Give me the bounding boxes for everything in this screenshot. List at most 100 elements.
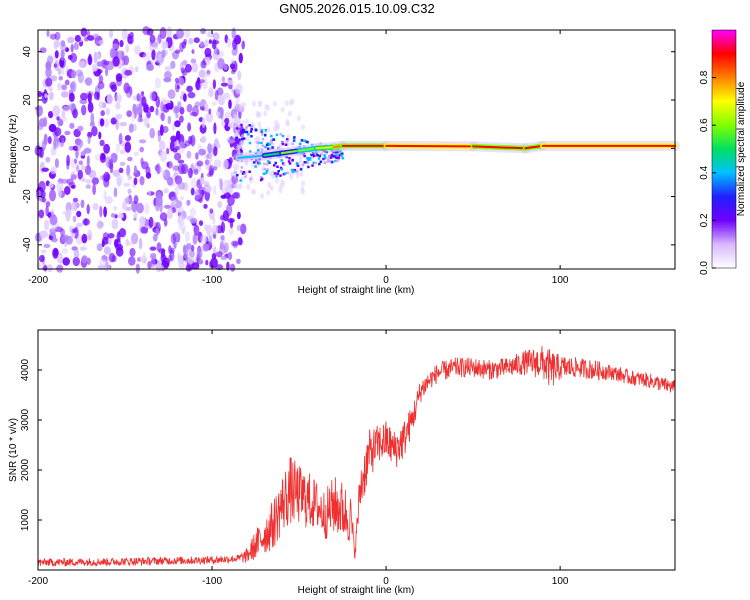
- heatmap-noise-cell: [187, 256, 194, 264]
- heatmap-noise-cell: [227, 179, 232, 189]
- heatmap-turbulent-cell: [311, 164, 314, 167]
- heatmap-noise-cell: [48, 123, 57, 133]
- heatmap-noise-cell: [211, 253, 217, 260]
- heatmap-noise-cell: [227, 251, 233, 261]
- heatmap-noise-cell: [80, 199, 85, 209]
- heatmap-halo-cell: [257, 111, 262, 118]
- heatmap-turbulent-cell: [276, 172, 279, 176]
- heatmap-noise-cell: [216, 87, 224, 96]
- heatmap-noise-cell: [175, 49, 181, 54]
- heatmap-halo-cell: [280, 181, 285, 188]
- heatmap-noise-cell: [162, 170, 166, 177]
- heatmap-noise-cell: [236, 224, 242, 231]
- heatmap-turbulent-cell: [292, 137, 296, 141]
- heatmap-noise-cell: [222, 210, 229, 222]
- heatmap-turbulent-cell: [277, 169, 280, 173]
- heatmap-halo-cell: [299, 170, 304, 177]
- heatmap-noise-cell: [143, 116, 149, 127]
- heatmap-turbulent-cell: [254, 128, 258, 131]
- heatmap-noise-cell: [228, 99, 232, 109]
- heatmap-halo-cell: [275, 177, 280, 184]
- heatmap-noise-cell: [186, 85, 194, 93]
- heatmap-noise-cell: [67, 54, 73, 60]
- heatmap-turbulent-cell: [261, 138, 265, 141]
- snr-x-tick-label: 100: [552, 576, 569, 587]
- heatmap-noise-cell: [111, 43, 119, 50]
- heatmap-noise-cell: [167, 115, 172, 125]
- heatmap-turbulent-cell: [328, 159, 332, 163]
- heatmap-noise-cell: [68, 181, 76, 188]
- heatmap-noise-cell: [60, 43, 67, 52]
- heatmap-noise-cell: [188, 37, 194, 45]
- heatmap-turbulent-cell: [239, 170, 243, 173]
- heatmap-noise-cell: [142, 252, 147, 262]
- heatmap-noise-cell: [36, 261, 42, 269]
- heatmap-noise-cell: [84, 165, 92, 176]
- heatmap-turbulent-cell: [244, 175, 247, 178]
- heatmap-noise-cell: [124, 135, 131, 142]
- heatmap-noise-cell: [200, 177, 204, 186]
- heatmap-turbulent-cell: [270, 141, 273, 144]
- heatmap-noise-cell: [212, 216, 216, 225]
- heatmap-turbulent-cell: [254, 165, 257, 168]
- heatmap-turbulent-cell: [240, 166, 244, 169]
- heatmap-noise-cell: [92, 183, 96, 196]
- heatmap-noise-cell: [37, 124, 44, 131]
- heatmap-noise-cell: [198, 148, 207, 156]
- heatmap-noise-cell: [111, 84, 117, 93]
- heatmap-noise-cell: [119, 122, 128, 127]
- heatmap-noise-cell: [224, 117, 230, 125]
- heatmap-noise-cell: [70, 184, 76, 189]
- heatmap-noise-cell: [211, 101, 218, 106]
- heatmap-halo-cell: [284, 100, 289, 107]
- heatmap-turbulent-cell: [341, 156, 344, 160]
- heatmap-turbulent-cell: [242, 170, 246, 174]
- heatmap-halo-cell: [236, 117, 241, 124]
- heatmap-noise-cell: [54, 59, 60, 72]
- heatmap-turbulent-cell: [263, 167, 266, 171]
- heatmap-halo-cell: [296, 115, 301, 122]
- heatmap-halo-cell: [255, 144, 260, 151]
- heatmap-noise-cell: [86, 229, 93, 241]
- heatmap-noise-cell: [194, 101, 201, 108]
- heatmap-noise-cell: [92, 65, 98, 72]
- heatmap-halo-cell: [272, 100, 277, 107]
- heatmap-noise-cell: [220, 82, 229, 87]
- heatmap-noise-cell: [131, 111, 135, 123]
- heatmap-noise-cell: [54, 140, 59, 149]
- snr-marks: [37, 345, 676, 568]
- heatmap-noise-cell: [177, 163, 186, 175]
- heatmap-turbulent-cell: [323, 154, 326, 157]
- heatmap-noise-cell: [167, 89, 176, 99]
- heatmap-turbulent-cell: [265, 143, 269, 146]
- heatmap-noise-cell: [134, 66, 139, 73]
- heatmap-noise-cell: [48, 235, 53, 240]
- heatmap-noise-cell: [223, 92, 230, 100]
- heatmap-noise-cell: [91, 126, 98, 137]
- heatmap-noise-cell: [178, 181, 185, 190]
- heatmap-halo-cell: [295, 172, 300, 179]
- heatmap-y-tick-label: 0: [22, 145, 33, 151]
- heatmap-halo-cell: [251, 188, 256, 195]
- heatmap-noise-cell: [213, 185, 217, 196]
- heatmap-noise-cell: [47, 136, 52, 145]
- heatmap-halo-cell: [266, 189, 271, 196]
- heatmap-noise-cell: [112, 56, 120, 67]
- heatmap-noise-cell: [54, 158, 60, 169]
- heatmap-noise-cell: [115, 92, 122, 104]
- heatmap-noise-cell: [108, 252, 116, 263]
- heatmap-halo-cell: [234, 183, 238, 190]
- heatmap-noise-cell: [172, 165, 180, 172]
- heatmap-noise-cell: [43, 264, 48, 272]
- heatmap-noise-cell: [139, 146, 144, 153]
- heatmap-noise-cell: [173, 105, 178, 115]
- heatmap-noise-cell: [196, 247, 203, 259]
- heatmap-halo-cell: [301, 180, 306, 187]
- heatmap-turbulent-cell: [332, 155, 336, 158]
- heatmap-noise-cell: [161, 40, 169, 49]
- heatmap-turbulent-cell: [257, 149, 260, 152]
- heatmap-noise-cell: [191, 262, 200, 270]
- heatmap-noise-cell: [81, 104, 87, 116]
- heatmap-noise-cell: [59, 56, 66, 69]
